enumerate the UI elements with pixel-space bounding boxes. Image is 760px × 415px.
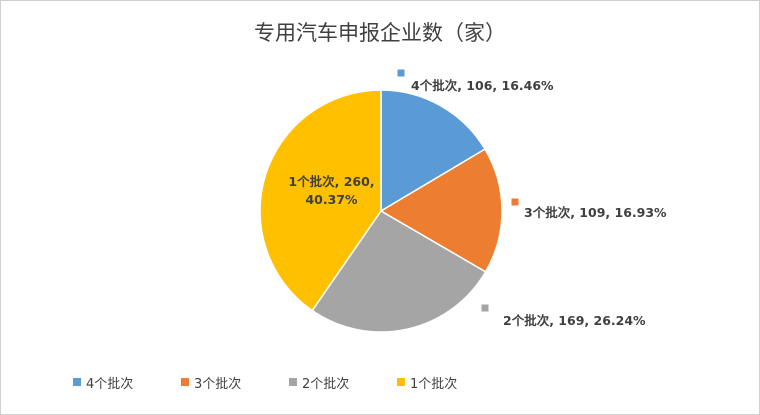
pie-slice [259, 89, 382, 312]
pie-slice [311, 210, 487, 333]
chart-title: 专用汽车申报企业数（家） [254, 21, 506, 45]
data-label: 3个批次, 109, 16.93% [524, 205, 667, 220]
legend-key [181, 378, 189, 386]
legend-key [289, 378, 297, 386]
pie-slice [379, 148, 503, 273]
legend-key [397, 378, 405, 386]
legend-label: 1个批次 [410, 377, 458, 392]
data-label: 2个批次, 169, 26.24% [503, 313, 646, 328]
legend-key [73, 378, 81, 386]
label-key [397, 69, 405, 77]
data-label: 4个批次, 106, 16.46% [411, 78, 554, 93]
legend-label: 3个批次 [194, 377, 242, 392]
data-label: 1个批次, 260, 40.37% [288, 174, 375, 207]
pie-slice [380, 89, 487, 213]
label-key [511, 198, 519, 206]
legend-label: 2个批次 [302, 377, 350, 392]
legend-label: 4个批次 [86, 377, 134, 392]
label-key [481, 304, 489, 312]
